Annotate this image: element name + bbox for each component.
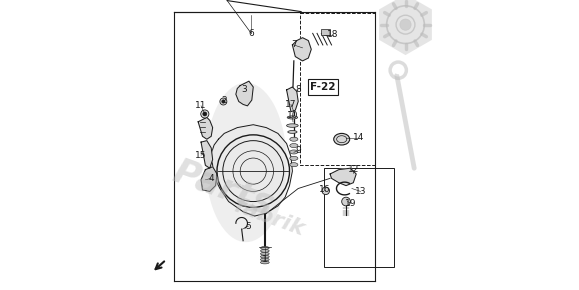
- Ellipse shape: [290, 163, 298, 167]
- Circle shape: [201, 110, 209, 118]
- Polygon shape: [236, 81, 253, 106]
- Circle shape: [203, 112, 207, 116]
- Ellipse shape: [261, 255, 269, 258]
- Ellipse shape: [287, 116, 298, 119]
- Text: Parts: Parts: [167, 155, 278, 222]
- Polygon shape: [292, 38, 312, 61]
- Text: 4: 4: [208, 174, 214, 183]
- Text: 10: 10: [287, 111, 298, 121]
- Text: 13: 13: [355, 187, 367, 196]
- Text: 9: 9: [295, 146, 301, 155]
- Circle shape: [322, 187, 329, 195]
- Bar: [324, 168, 394, 267]
- Ellipse shape: [261, 258, 269, 261]
- Circle shape: [220, 98, 227, 105]
- Text: 16: 16: [318, 185, 330, 195]
- Text: 8: 8: [295, 85, 301, 95]
- Text: 2: 2: [221, 95, 227, 105]
- Bar: [321, 29, 329, 35]
- Text: fabrik: fabrik: [231, 195, 307, 240]
- Ellipse shape: [287, 124, 298, 127]
- Polygon shape: [201, 141, 212, 168]
- Polygon shape: [198, 117, 212, 139]
- Circle shape: [342, 197, 350, 206]
- Text: 6: 6: [248, 29, 254, 38]
- Text: 19: 19: [345, 198, 356, 208]
- Circle shape: [394, 66, 402, 74]
- Text: 5: 5: [245, 222, 251, 231]
- Polygon shape: [201, 167, 217, 191]
- Ellipse shape: [290, 156, 298, 160]
- Text: 14: 14: [353, 133, 365, 142]
- Ellipse shape: [290, 144, 298, 148]
- Circle shape: [222, 100, 225, 103]
- Ellipse shape: [261, 252, 269, 255]
- Ellipse shape: [261, 261, 269, 264]
- Text: 18: 18: [327, 30, 339, 39]
- Text: 7: 7: [291, 40, 296, 50]
- Circle shape: [400, 19, 411, 30]
- Polygon shape: [211, 125, 292, 216]
- Polygon shape: [287, 87, 298, 112]
- Text: 3: 3: [241, 85, 247, 95]
- Ellipse shape: [261, 246, 269, 249]
- Bar: [300, 13, 375, 165]
- Text: 1: 1: [262, 255, 267, 264]
- Text: F-22: F-22: [310, 82, 336, 92]
- Ellipse shape: [261, 249, 269, 252]
- Text: 12: 12: [347, 165, 359, 174]
- Text: 15: 15: [195, 151, 207, 160]
- Polygon shape: [330, 168, 356, 186]
- Ellipse shape: [290, 150, 298, 154]
- Ellipse shape: [334, 133, 350, 145]
- Ellipse shape: [206, 83, 287, 242]
- Text: 11: 11: [195, 101, 207, 110]
- Ellipse shape: [290, 137, 298, 141]
- Text: 17: 17: [285, 100, 296, 109]
- Ellipse shape: [288, 130, 297, 133]
